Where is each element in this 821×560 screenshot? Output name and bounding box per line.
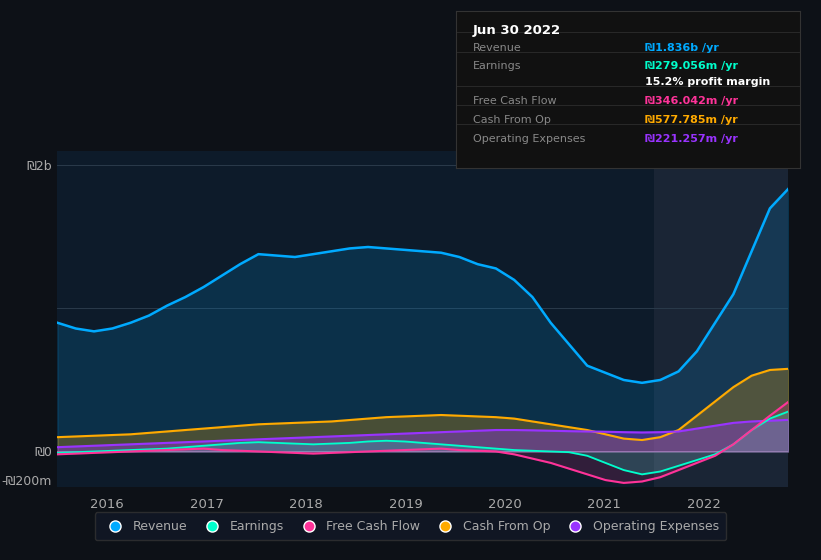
Text: ₪577.785m /yr: ₪577.785m /yr (645, 115, 738, 125)
Legend: Revenue, Earnings, Free Cash Flow, Cash From Op, Operating Expenses: Revenue, Earnings, Free Cash Flow, Cash … (94, 512, 727, 540)
Text: ₪279.056m /yr: ₪279.056m /yr (645, 62, 738, 71)
Text: Cash From Op: Cash From Op (473, 115, 551, 125)
Text: Earnings: Earnings (473, 62, 521, 71)
Text: Revenue: Revenue (473, 43, 521, 53)
Text: ₪346.042m /yr: ₪346.042m /yr (645, 96, 738, 106)
Text: ₪1.836b /yr: ₪1.836b /yr (645, 43, 719, 53)
Bar (654, 151, 798, 487)
Text: Operating Expenses: Operating Expenses (473, 133, 585, 143)
Text: ₪221.257m /yr: ₪221.257m /yr (645, 133, 738, 143)
Text: Free Cash Flow: Free Cash Flow (473, 96, 557, 106)
Text: Jun 30 2022: Jun 30 2022 (473, 24, 561, 37)
Text: 15.2% profit margin: 15.2% profit margin (645, 77, 771, 87)
